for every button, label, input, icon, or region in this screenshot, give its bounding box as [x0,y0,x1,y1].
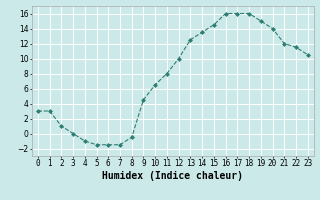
X-axis label: Humidex (Indice chaleur): Humidex (Indice chaleur) [102,171,243,181]
